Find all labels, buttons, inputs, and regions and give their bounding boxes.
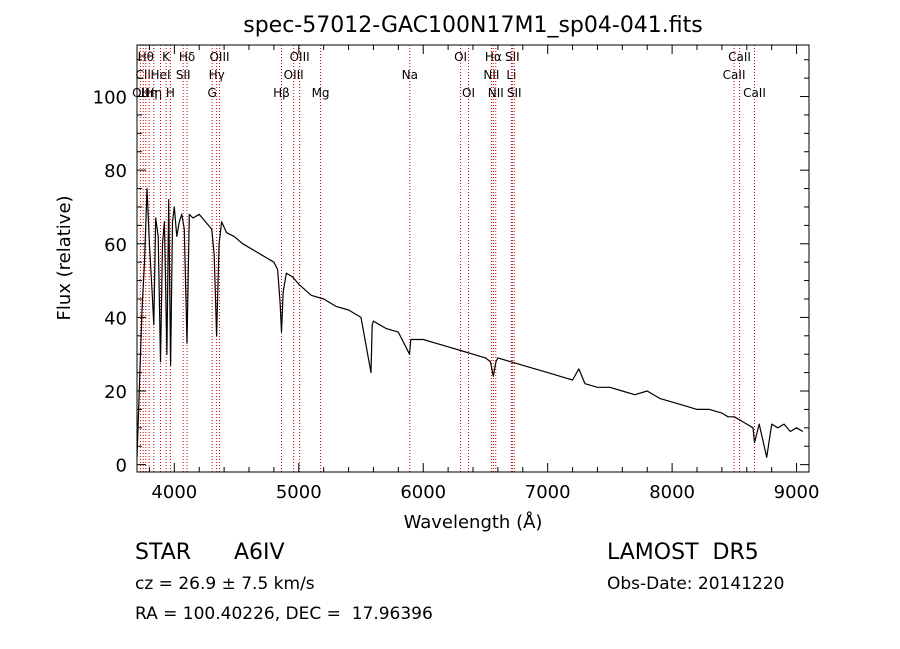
spectral-line-label: NII <box>488 86 504 100</box>
spectral-line-label: CaII <box>723 68 746 82</box>
redshift-value: cz = 26.9 ± 7.5 km/s <box>135 574 315 594</box>
spectral-line-label: CII <box>135 68 150 82</box>
chart-title: spec-57012-GAC100N17M1_sp04-041.fits <box>243 13 703 38</box>
spectrum-line <box>136 188 804 458</box>
x-tick-label: 4000 <box>151 482 197 503</box>
y-tick-label: 0 <box>116 456 127 477</box>
spectral-line-label: SII <box>505 50 520 64</box>
spectral-line-label: Hβ <box>273 86 290 100</box>
spectral-line-label: CaII <box>728 50 751 64</box>
spectral-line-label: Mg <box>312 86 330 100</box>
observation-date: Obs-Date: 20141220 <box>607 574 785 594</box>
spectral-line-label: SII <box>176 68 191 82</box>
spectral-line-label: G <box>208 86 217 100</box>
y-tick-label: 80 <box>104 161 127 182</box>
spectral-line-label: OI <box>462 86 475 100</box>
x-tick-label: 6000 <box>400 482 446 503</box>
spectral-line-label: Hγ <box>209 68 225 82</box>
y-tick-label: 40 <box>104 308 127 329</box>
x-tick-label: 5000 <box>276 482 322 503</box>
spectral-line-label: OIII <box>284 68 304 82</box>
spectral-line-label: OIII <box>209 50 229 64</box>
spectral-line-label: OI <box>454 50 467 64</box>
spectral-line-label: K <box>162 50 171 64</box>
y-axis-label: Flux (relative) <box>54 195 75 320</box>
spectral-line-label: Li <box>506 68 516 82</box>
spectral-line-label: Hδ <box>179 50 195 64</box>
object-subclass: A6IV <box>234 540 285 565</box>
y-tick-label: 100 <box>93 88 127 109</box>
spectral-line-label: Hθ <box>138 50 154 64</box>
x-tick-label: 9000 <box>774 482 820 503</box>
plot-frame <box>136 44 810 473</box>
x-tick-label: 7000 <box>525 482 571 503</box>
x-tick-label: 8000 <box>649 482 695 503</box>
spectral-line-label: Na <box>402 68 418 82</box>
spectral-line-label: NII <box>483 68 499 82</box>
spectral-line-label: HeI <box>151 68 171 82</box>
y-tick-label: 60 <box>104 235 127 256</box>
spectral-line-label: H <box>166 86 175 100</box>
spectral-line-label: CaII <box>743 86 766 100</box>
spectral-line-label: SII <box>507 86 522 100</box>
spectral-line-label: Hα <box>485 50 502 64</box>
object-class: STAR <box>135 540 192 565</box>
spectral-line-label: Hη <box>145 86 162 100</box>
x-axis-label: Wavelength (Å) <box>404 511 543 533</box>
coordinates: RA = 100.40226, DEC = 17.96396 <box>135 604 433 624</box>
spectral-line-label: OIII <box>290 50 310 64</box>
plot-area: OIICIIHθHηHηHeIKHSIIHδGHγOIIIHβOIIIOIIIM… <box>93 45 820 503</box>
y-tick-label: 20 <box>104 382 127 403</box>
survey-name: LAMOST DR5 <box>607 540 759 565</box>
